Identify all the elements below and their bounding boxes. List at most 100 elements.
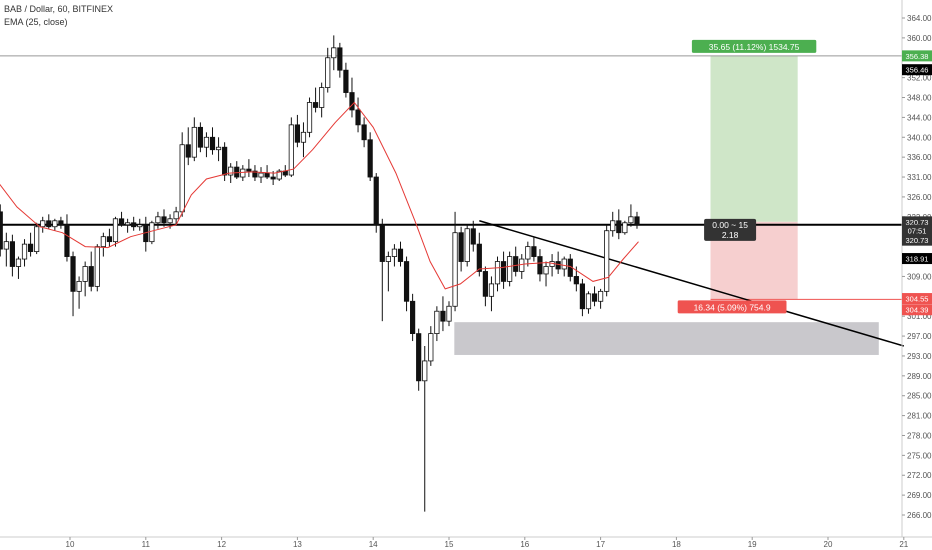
x-tick-label: 16	[520, 540, 529, 549]
y-tick-label: 309.00	[907, 272, 932, 281]
candle-body	[185, 144, 191, 158]
candle-body	[573, 276, 579, 285]
y-tick-label: 364.00	[907, 14, 932, 23]
x-tick-label: 18	[672, 540, 681, 549]
y-tick-label: 285.00	[907, 392, 932, 401]
candle-body	[106, 236, 113, 243]
candle-body	[494, 261, 501, 285]
candle-body	[458, 232, 464, 262]
price-tag-3: 07:51	[908, 226, 927, 235]
candle-body	[428, 333, 434, 362]
candle-body	[15, 258, 22, 267]
y-tick-label: 344.00	[907, 113, 932, 122]
price-tag-bg	[902, 216, 932, 228]
candle-body	[410, 300, 416, 334]
price-tag-bg	[902, 253, 932, 265]
candle-body	[367, 139, 373, 178]
candle-body	[306, 102, 313, 133]
time-axis[interactable]: 10 11 12 13 14 15 16 17 18 19 20 21	[0, 536, 932, 549]
candle-body	[519, 258, 525, 272]
indicator-label: EMA (25, close)	[4, 17, 68, 27]
candle-body	[391, 248, 398, 257]
y-tick-label: 281.00	[907, 412, 932, 421]
price-tag-2: 320.73	[906, 218, 929, 227]
candle-body	[246, 168, 252, 172]
candle-body	[161, 216, 167, 224]
x-tick-label: 17	[596, 540, 605, 549]
price-tag-bg	[902, 293, 932, 305]
candle-body	[422, 360, 428, 382]
candle-body	[294, 124, 301, 143]
candle-body	[252, 170, 258, 178]
candle-body	[228, 166, 234, 176]
candle-body	[622, 222, 628, 234]
candle-body	[234, 166, 240, 178]
candle-body	[452, 232, 458, 307]
candle-body	[167, 218, 173, 224]
candle-body	[112, 218, 119, 243]
y-tick-label: 278.00	[907, 431, 932, 440]
candle-body	[397, 248, 404, 262]
center-label-line2: 2.18	[722, 230, 739, 240]
trendline	[479, 220, 905, 347]
candle-body	[337, 47, 343, 71]
candle-body	[270, 176, 276, 180]
target-label: 35.65 (11.12%) 1534.75	[709, 42, 800, 52]
x-tick-label: 10	[66, 540, 75, 549]
candle-body	[446, 305, 452, 322]
y-tick-label: 289.00	[907, 372, 932, 381]
stop-label: 16.34 (5.09%) 754.9	[694, 302, 771, 312]
price-tag-bg	[902, 224, 932, 236]
candle-body	[264, 172, 270, 178]
candle-body	[543, 266, 549, 275]
candle-body	[155, 216, 161, 224]
y-tick-label: 360.00	[907, 34, 932, 43]
y-tick-label: 266.00	[907, 511, 932, 520]
candle-body	[385, 256, 391, 262]
demand-zone	[454, 322, 879, 355]
overlay-layer: 35.65 (11.12%) 1534.75 16.34 (5.09%) 754.…	[677, 39, 817, 314]
candle-body	[561, 258, 567, 270]
x-tick-label: 15	[445, 540, 454, 549]
x-tick-label: 20	[824, 540, 833, 549]
candle-body	[58, 220, 64, 226]
candle-body	[21, 243, 28, 260]
candle-body	[88, 266, 94, 287]
price-tag-6: 304.55	[906, 295, 929, 304]
y-tick-label: 336.00	[907, 153, 932, 162]
candle-body	[46, 220, 52, 228]
x-tick-label: 12	[217, 540, 226, 549]
price-tag-7: 304.39	[906, 306, 929, 315]
candle-body	[209, 136, 216, 151]
candle-body	[598, 290, 604, 302]
y-tick-label: 331.00	[907, 173, 932, 182]
candle-body	[361, 124, 367, 141]
candle-body	[585, 293, 592, 310]
candle-body	[125, 222, 131, 226]
price-tag-bg	[902, 50, 932, 62]
candle-body	[488, 283, 495, 297]
candle-body	[131, 222, 137, 228]
candle-body	[616, 220, 622, 234]
price-axis[interactable]: 266.00 269.00 272.00 275.00 278.00 281.00 285.…	[901, 0, 932, 537]
candle-body	[9, 241, 15, 267]
candle-body	[197, 126, 203, 148]
candle-body	[591, 293, 598, 302]
candle-body	[203, 136, 210, 148]
chart-title: BAB / Dollar, 60, BITFINEX	[4, 4, 114, 14]
candle-body	[222, 146, 228, 176]
candle-body	[331, 47, 337, 59]
candle-body	[434, 310, 440, 334]
ema-layer	[0, 101, 639, 290]
y-tick-label: 348.00	[907, 94, 932, 103]
candle-body	[34, 226, 40, 252]
candle-body	[325, 57, 331, 88]
candle-body	[507, 256, 513, 282]
candle-body	[628, 216, 634, 224]
candle-body	[349, 92, 355, 111]
candle-body	[513, 256, 519, 272]
candle-body	[137, 224, 143, 228]
y-tick-label: 301.00	[907, 312, 932, 321]
